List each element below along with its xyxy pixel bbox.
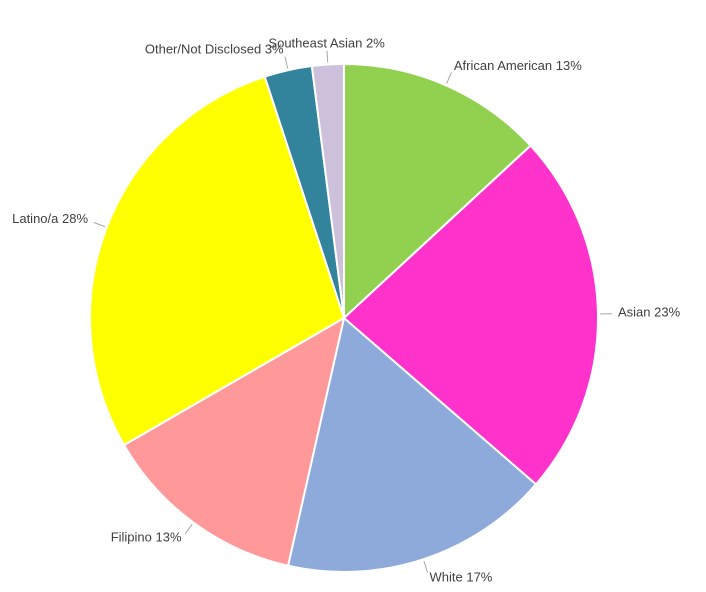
pie-slice: [286, 316, 538, 573]
label-value: 13%: [156, 530, 182, 545]
pie-slice: [342, 144, 599, 486]
label-value: 3%: [265, 42, 284, 57]
label-value: 13%: [556, 58, 582, 73]
label-value: 17%: [466, 570, 492, 585]
label-category: Other/Not Disclosed: [145, 42, 261, 57]
leader-line: [93, 221, 106, 228]
label-value: 2%: [366, 36, 385, 51]
label-category: Latino/a: [12, 212, 59, 227]
label-category: Filipino: [111, 530, 152, 545]
pie-slice: [89, 75, 346, 447]
label-category: Asian: [618, 305, 651, 320]
leader-line: [423, 561, 429, 573]
data-label: Other/Not Disclosed 3%: [145, 42, 284, 57]
pie-slice: [122, 315, 346, 567]
leader-line: [184, 523, 193, 535]
label-category: White: [429, 570, 462, 585]
data-label: Asian 23%: [618, 305, 681, 320]
data-label: Filipino 13%: [111, 530, 182, 545]
leader-line: [284, 56, 289, 69]
data-label: Southeast Asian 2%: [268, 36, 385, 51]
pie-slice: [310, 62, 345, 319]
leader-line: [326, 50, 329, 63]
label-category: African American: [454, 58, 552, 73]
label-value: 28%: [62, 212, 88, 227]
label-value: 23%: [654, 305, 680, 320]
data-label: Latino/a 28%: [12, 212, 88, 227]
data-label: African American 13%: [454, 58, 582, 73]
leader-line: [446, 72, 452, 84]
pie-slice: [343, 62, 532, 321]
data-label: White 17%: [429, 570, 492, 585]
label-category: Southeast Asian: [268, 36, 362, 51]
